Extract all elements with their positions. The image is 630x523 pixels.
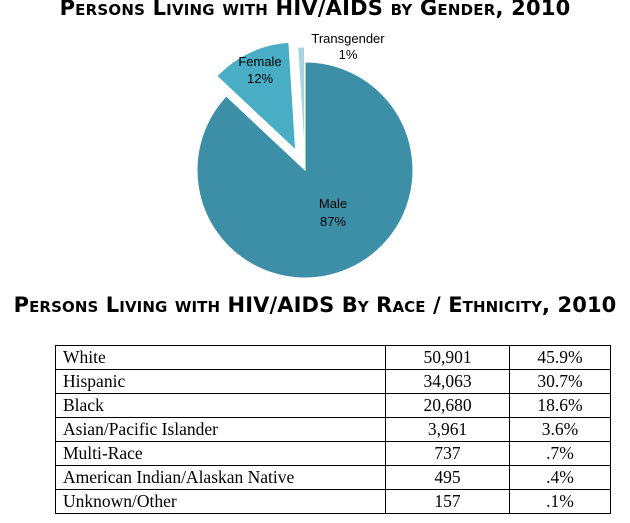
race-label-cell: White	[55, 345, 386, 370]
table-row: Asian/Pacific Islander 3,961 3.6%	[55, 417, 611, 442]
race-ethnicity-table: White 50,901 45.9% Hispanic 34,063 30.7% Black…	[55, 345, 611, 514]
pie-slice-transgender	[297, 46, 306, 156]
table-row: White 50,901 45.9%	[55, 345, 611, 370]
race-label-cell: Asian/Pacific Islander	[55, 417, 386, 442]
pie-percent-female: 12%	[247, 71, 273, 86]
percent-cell: 45.9%	[509, 345, 611, 370]
pie-slice-male	[196, 61, 414, 279]
table-row: Black 20,680 18.6%	[55, 393, 611, 418]
count-cell: 50,901	[385, 345, 510, 370]
percent-cell: 3.6%	[509, 417, 611, 442]
race-label-cell: American Indian/Alaskan Native	[55, 465, 386, 490]
table-row: Hispanic 34,063 30.7%	[55, 369, 611, 394]
percent-cell: 18.6%	[509, 393, 611, 418]
pie-percent-male: 87%	[320, 214, 346, 229]
count-cell: 3,961	[385, 417, 510, 442]
count-cell: 737	[385, 441, 510, 466]
percent-cell: .4%	[509, 465, 611, 490]
race-label-cell: Hispanic	[55, 369, 386, 394]
table-row: Unknown/Other 157.1%	[55, 489, 611, 514]
pie-label-male: Male	[319, 196, 347, 211]
percent-cell: 30.7%	[509, 369, 611, 394]
count-cell: 495	[385, 465, 510, 490]
pie-percent-transgender: 1%	[339, 47, 358, 62]
table-row: Multi-Race 737.7%	[55, 441, 611, 466]
percent-cell: .7%	[509, 441, 611, 466]
count-cell: 20,680	[385, 393, 510, 418]
race-label-cell: Black	[55, 393, 386, 418]
table-row: American Indian/Alaskan Native 495.4%	[55, 465, 611, 490]
count-cell: 157	[385, 489, 510, 514]
race-table-title: Persons Living with HIV/AIDS By Race / E…	[13, 293, 617, 317]
pie-label-female: Female	[238, 54, 281, 69]
race-label-cell: Unknown/Other	[55, 489, 386, 514]
pie-chart-title: Persons Living with HIV/AIDS by Gender, …	[59, 0, 571, 20]
pie-label-transgender: Transgender	[311, 31, 385, 46]
count-cell: 34,063	[385, 369, 510, 394]
pie-slice-female	[216, 41, 297, 152]
percent-cell: .1%	[509, 489, 611, 514]
race-label-cell: Multi-Race	[55, 441, 386, 466]
